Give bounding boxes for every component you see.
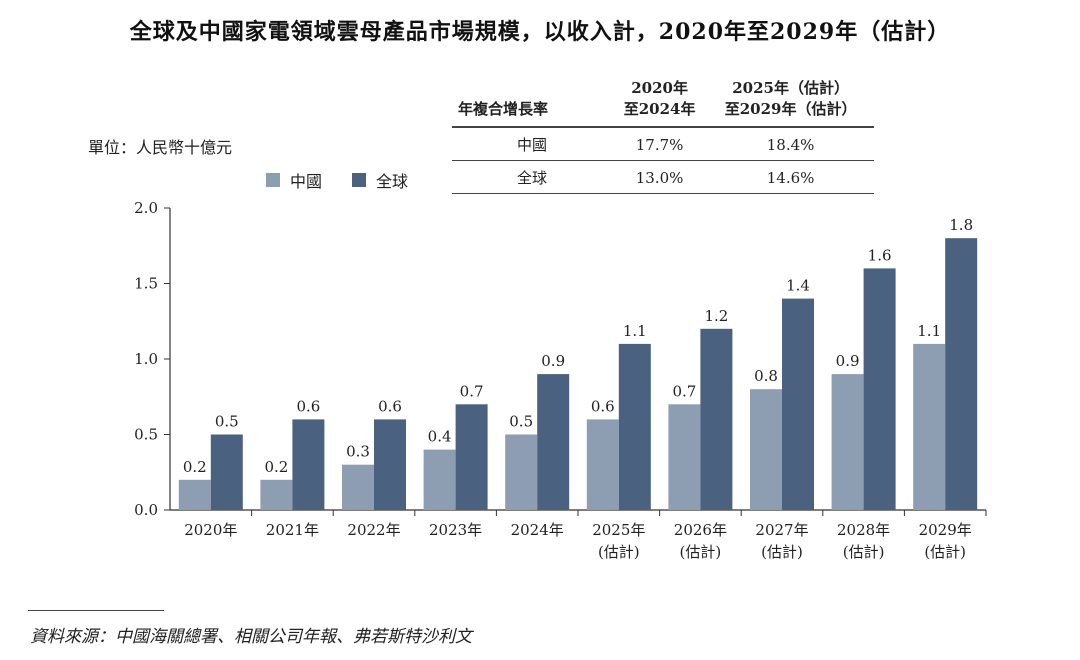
x-tick-label: 2026年 bbox=[674, 521, 727, 539]
data-label: 0.8 bbox=[754, 367, 778, 385]
legend-swatch-global bbox=[352, 173, 367, 187]
bar-global bbox=[210, 434, 243, 510]
x-tick-label: (估計) bbox=[843, 543, 885, 561]
y-tick-label: 0.0 bbox=[134, 501, 158, 519]
data-label: 0.5 bbox=[215, 413, 239, 431]
bar-china bbox=[178, 479, 211, 510]
cagr-value-period2: 14.6% bbox=[766, 168, 815, 187]
data-label: 0.7 bbox=[672, 382, 696, 400]
x-tick-label: 2025年 bbox=[592, 521, 645, 539]
bar-global bbox=[782, 298, 814, 510]
cagr-header-period1-line2: 至2024年 bbox=[623, 100, 696, 118]
unit-label: 單位：人民幣十億元 bbox=[88, 138, 233, 157]
x-tick-label: (估計) bbox=[761, 543, 803, 561]
x-tick-label: 2023年 bbox=[429, 521, 482, 539]
cagr-table: 年複合增長率 2020年 至2024年 2025年（估計） 至2029年（估計）… bbox=[452, 76, 874, 194]
x-tick-label: 2024年 bbox=[511, 521, 564, 539]
x-tick-label: 2020年 bbox=[184, 521, 237, 539]
bar-chart: 0.0 0.5 1.0 1.5 2.0 0.2 0.5 2020年 0.2 0.6 2021年 0.3… bbox=[134, 199, 987, 561]
cagr-value-period1: 17.7% bbox=[635, 135, 684, 154]
cagr-header-row: 年複合增長率 2020年 至2024年 2025年（估計） 至2029年（估計） bbox=[452, 76, 874, 127]
legend-label-global: 全球 bbox=[376, 172, 409, 191]
bar-china bbox=[505, 434, 538, 510]
x-tick-label: 2029年 bbox=[919, 521, 972, 539]
bar-china bbox=[342, 464, 374, 510]
cagr-header-period1: 2020年 至2024年 bbox=[612, 76, 707, 127]
cagr-value-period1: 13.0% bbox=[635, 168, 684, 187]
y-tick-label: 1.5 bbox=[134, 275, 158, 293]
legend: 中國 全球 bbox=[266, 168, 438, 192]
bar-china bbox=[423, 449, 456, 510]
data-label: 1.8 bbox=[949, 216, 973, 234]
bar-global bbox=[537, 374, 570, 510]
bar-global bbox=[863, 268, 896, 510]
x-tick-label: 2021年 bbox=[266, 521, 319, 539]
y-tick-label: 1.0 bbox=[134, 350, 158, 368]
cagr-header-period2-line2: 至2029年（估計） bbox=[724, 100, 857, 118]
bar-china bbox=[831, 374, 864, 510]
cagr-header-period1-line1: 2020年 bbox=[631, 79, 688, 97]
data-label: 0.6 bbox=[296, 397, 320, 415]
cagr-row-china: 中國 17.7% 18.4% bbox=[452, 127, 874, 161]
cagr-row-name: 全球 bbox=[516, 169, 547, 187]
bar-china bbox=[260, 479, 293, 510]
data-label: 0.9 bbox=[836, 352, 860, 370]
bar-global bbox=[700, 328, 733, 510]
y-tick-label: 2.0 bbox=[134, 199, 158, 217]
x-tick-label: (估計) bbox=[598, 543, 640, 561]
x-tick-label: (估計) bbox=[924, 543, 966, 561]
data-label: 1.4 bbox=[786, 277, 810, 295]
x-tick-label: 2027年 bbox=[755, 521, 808, 539]
bar-global bbox=[455, 404, 488, 510]
cagr-header-label: 年複合增長率 bbox=[458, 100, 549, 118]
bar-china bbox=[668, 404, 701, 510]
bar-global bbox=[292, 419, 325, 510]
data-label: 0.2 bbox=[264, 458, 288, 476]
cagr-row-name: 中國 bbox=[516, 136, 547, 154]
source-divider bbox=[28, 610, 164, 611]
cagr-header-period2-line1: 2025年（估計） bbox=[732, 79, 849, 97]
source-note: 資料來源：中國海關總署、相關公司年報、弗若斯特沙利文 bbox=[30, 627, 472, 647]
data-label: 0.6 bbox=[591, 397, 615, 415]
data-label: 1.1 bbox=[917, 322, 941, 340]
x-tick-label: (估計) bbox=[680, 543, 722, 561]
bar-global bbox=[618, 343, 651, 510]
cagr-value-period2: 18.4% bbox=[766, 135, 815, 154]
data-label: 1.2 bbox=[704, 307, 728, 325]
data-label: 1.6 bbox=[868, 246, 892, 264]
cagr-row-global: 全球 13.0% 14.6% bbox=[452, 161, 874, 194]
bar-china bbox=[750, 389, 782, 510]
data-label: 0.9 bbox=[541, 352, 565, 370]
x-tick-label: 2022年 bbox=[347, 521, 400, 539]
data-label: 0.7 bbox=[460, 382, 484, 400]
x-tick-label: 2028年 bbox=[837, 521, 890, 539]
data-label: 0.4 bbox=[428, 428, 452, 446]
data-label: 0.2 bbox=[183, 458, 207, 476]
bar-china bbox=[913, 343, 946, 510]
data-label: 0.6 bbox=[378, 397, 402, 415]
legend-item-china: 中國 bbox=[266, 168, 322, 192]
legend-item-global: 全球 bbox=[352, 168, 408, 192]
data-label: 0.3 bbox=[346, 443, 370, 461]
cagr-header-period2: 2025年（估計） 至2029年（估計） bbox=[707, 76, 874, 127]
chart-title: 全球及中國家電領域雲母產品市場規模，以收入計，2020年至2029年（估計） bbox=[129, 19, 951, 45]
y-tick-label: 0.5 bbox=[134, 426, 158, 444]
data-label: 0.5 bbox=[509, 413, 533, 431]
bar-global bbox=[374, 419, 406, 510]
bar-global bbox=[945, 238, 978, 510]
data-label: 1.1 bbox=[623, 322, 647, 340]
legend-swatch-china bbox=[266, 173, 280, 187]
bar-china bbox=[586, 419, 619, 510]
legend-label-china: 中國 bbox=[290, 172, 323, 191]
